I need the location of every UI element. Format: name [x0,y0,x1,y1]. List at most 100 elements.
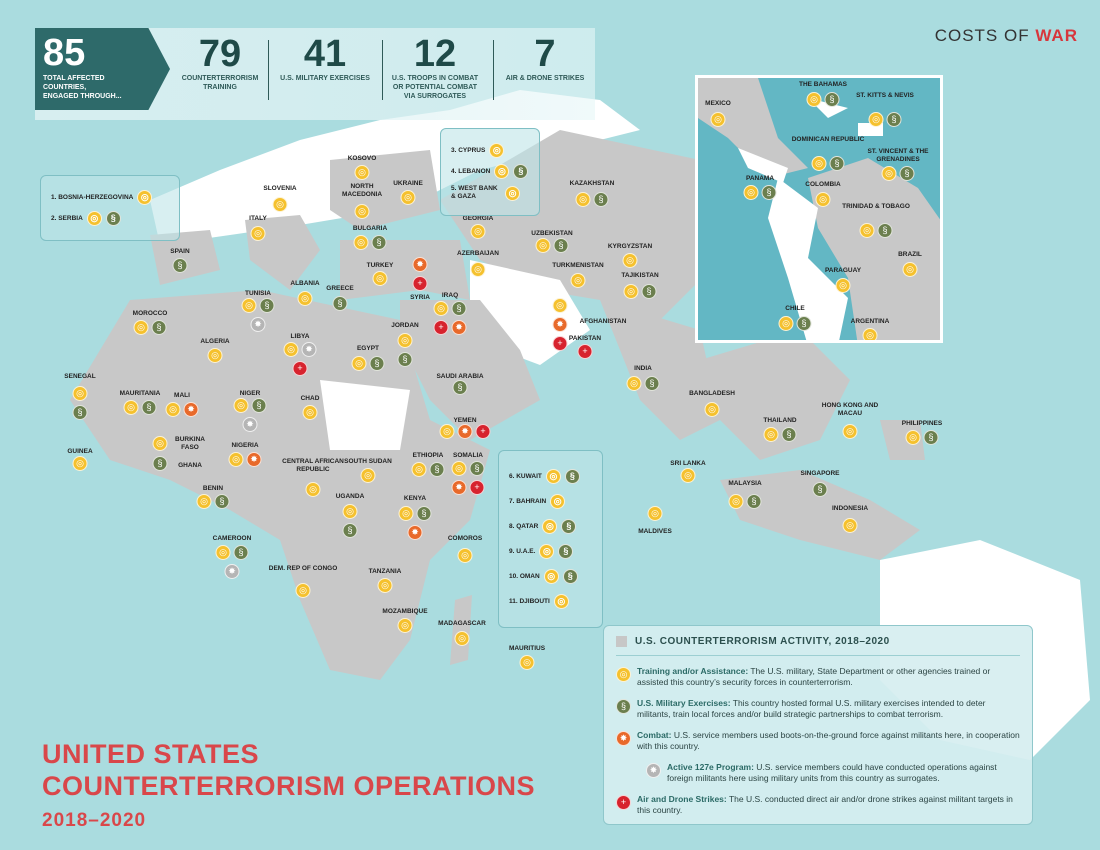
activity-icons: ◎ § [763,427,797,442]
training-icon: ◎ [704,402,720,417]
training-icon: ◎ [451,461,467,476]
activity-icons: ◎ § [411,462,445,477]
country-label: BENIN [202,485,224,492]
country-label: SOMALIA [453,452,483,459]
training-icon: ◎ [283,342,299,357]
exercise-icon: § [214,494,230,509]
activity-icons: ◎ [72,386,88,401]
country-label: MALAYSIA [728,480,762,487]
training-icon: ◎ [728,494,744,509]
exercise-icon: § [451,301,467,316]
air-strike-icon: + [433,320,449,335]
activity-icons: ◎ § [575,192,609,207]
activity-icons: ◎ § [743,185,777,200]
exercise-icon: § [761,185,777,200]
activity-icons: ◎ [377,578,393,593]
exercise-icon: § [886,112,902,127]
training-icon: ◎ [433,301,449,316]
legend-item: + Air and Drone Strikes: The U.S. conduct… [616,794,1020,816]
training-icon: ◎ [302,405,318,420]
training-icon: ◎ [543,569,559,584]
levant-box: 3. CYPRUS ◎ 4. LEBANON ◎ § 5. WEST BANK & GAZ… [440,128,540,216]
activity-icons: ◎ § [215,545,249,560]
training-icon: ◎ [550,494,566,509]
country-label: PHILIPPINES [901,420,943,427]
activity-icons: ◎ [457,548,473,563]
divider [382,40,383,100]
exercise-icon: § [593,192,609,207]
activity-icons: ◎ [152,436,168,451]
training-icon: ◎ [354,204,370,219]
stat-exercises: 41 U.S. MILITARY EXERCISES [280,33,370,82]
activity-icons: § [172,258,188,273]
training-icon: ◎ [470,262,486,277]
training-icon: ◎ [72,386,88,401]
activity-icons: ◎ [397,333,413,348]
country-label: SPAIN [170,248,190,255]
exercise-icon: § [369,356,385,371]
activity-icons: ◎ [622,253,638,268]
training-icon: ◎ [196,494,212,509]
country-label: BANGLADESH [689,390,735,397]
country-label: DOMINICAN REPUBLIC [791,136,865,143]
air-strike-icon: + [292,361,308,376]
exercise-icon: § [416,506,432,521]
exercise-icon: § [469,461,485,476]
training-icon: ◎ [489,143,505,158]
country-label: INDONESIA [831,505,869,512]
training-icon: ◎ [505,185,520,201]
country-label: KENYA [403,495,427,502]
combat-icon: ✸ [451,320,467,335]
exercise-icon: § [251,398,267,413]
country-label: CENTRAL AFRICAN REPUBLIC [282,458,344,473]
127e-program-icon: ✸ [646,763,661,778]
balkans-box: 1. BOSNIA-HERZEGOVINA ◎ 2. SERBIA ◎ § [40,175,180,241]
training-icon: ◎ [842,424,858,439]
box-row: 11. DJIBOUTI ◎ [509,594,592,609]
country-label: UKRAINE [393,180,423,187]
country-label: AFGHANISTAN [579,318,627,325]
land-sudan-white [320,380,410,450]
training-icon: ◎ [400,190,416,205]
country-label: GHANA [178,462,202,469]
activity-icons: ◎ [397,618,413,633]
activity-icons: ✸ [412,257,428,272]
activity-icons: ◎ § [241,298,275,313]
country-label: NIGER [239,390,261,397]
training-icon: ◎ [250,226,266,241]
country-label: 8. QATAR [509,522,539,530]
activity-icons: ◎ [519,655,535,670]
box-row: 6. KUWAIT ◎ § [509,469,592,484]
activity-icons: ◎ [295,583,311,598]
activity-icons: ◎ § [398,506,432,521]
training-icon: ◎ [622,253,638,268]
training-icon: ◎ [743,185,759,200]
training-icon: ◎ [470,224,486,239]
activity-icons: ◎ § [806,92,840,107]
training-icon: ◎ [360,468,376,483]
country-label: ST. KITTS & NEVIS [856,92,914,99]
training-icon: ◎ [626,376,642,391]
training-icon: ◎ [806,92,822,107]
air-strike-icon: + [469,480,485,495]
stat-training: 79 COUNTERTERRORISM TRAINING [181,33,259,91]
training-icon: ◎ [297,291,313,306]
training-icon: ◎ [859,223,875,238]
exercise-icon: § [877,223,893,238]
activity-icons: § [152,456,168,471]
country-label: COLOMBIA [805,181,841,188]
activity-icons: ◎ ✸ [165,402,199,417]
activity-icons: ◎ [570,273,586,288]
air-strike-icon: + [412,276,428,291]
exercise-icon: § [452,380,468,395]
training-icon: ◎ [228,452,244,467]
training-icon: ◎ [305,482,321,497]
training-icon: ◎ [272,197,288,212]
training-icon: ◎ [680,468,696,483]
country-label: UZBEKISTAN [531,230,573,237]
air-strike-icon: + [475,424,491,439]
activity-icons: ◎ § [905,430,939,445]
training-icon: ◎ [763,427,779,442]
activity-icons: ◎ § [859,223,893,238]
box-row: 9. U.A.E. ◎ § [509,544,592,559]
